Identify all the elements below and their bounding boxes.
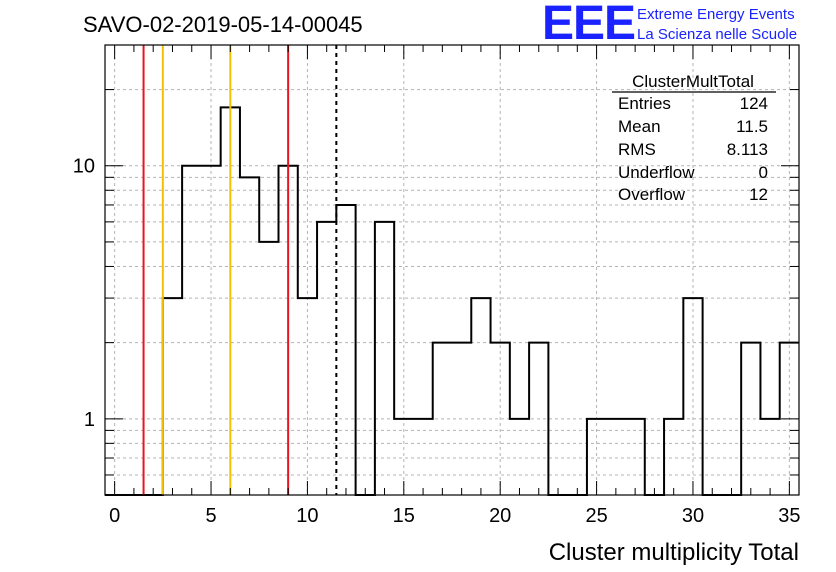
stats-label-underflow: Underflow [618, 163, 695, 182]
stats-label-mean: Mean [618, 117, 661, 136]
stats-box-title: ClusterMultTotal [632, 72, 754, 91]
x-tick-label: 15 [393, 505, 415, 527]
stats-row-entries: Entries 124 [618, 94, 768, 113]
stats-label-rms: RMS [618, 140, 656, 159]
stats-value-entries: 124 [740, 94, 768, 113]
eee-logo-line2: La Scienza nelle Scuole [637, 26, 797, 43]
stats-row-overflow: Overflow 12 [618, 185, 768, 204]
plot-frame [104, 44, 800, 496]
stats-row-mean: Mean 11.5 [618, 117, 768, 136]
x-tick-label: 0 [109, 505, 120, 527]
stats-label-entries: Entries [618, 94, 671, 113]
chart-title: SAVO-02-2019-05-14-00045 [83, 12, 363, 37]
x-tick-label: 10 [296, 505, 318, 527]
x-tick-label: 25 [585, 505, 607, 527]
x-axis-label: Cluster multiplicity Total [549, 539, 799, 566]
x-tick-label: 30 [682, 505, 704, 527]
stats-box: ClusterMultTotal Entries 124 Mean 11.5 R… [612, 72, 776, 204]
grid-lines [105, 45, 799, 495]
y-axis-ticks: 1 10 [73, 89, 799, 476]
stats-value-underflow: 0 [759, 163, 768, 182]
stats-label-overflow: Overflow [618, 185, 686, 204]
x-tick-label: 5 [205, 505, 216, 527]
x-tick-label: 35 [778, 505, 800, 527]
stats-value-overflow: 12 [749, 185, 768, 204]
histogram-step-line [105, 106, 799, 496]
stats-value-mean: 11.5 [736, 117, 768, 136]
marker-lines [142, 45, 338, 495]
histogram-series [105, 106, 799, 496]
x-tick-label: 20 [489, 505, 511, 527]
stats-row-underflow: Underflow 0 [618, 163, 768, 182]
y-tick-label: 1 [84, 409, 95, 431]
x-axis-ticks: 0 5 10 15 20 25 30 35 [109, 45, 800, 527]
stats-row-rms: RMS 8.113 [618, 140, 768, 159]
eee-logo-line1: Extreme Energy Events [637, 6, 795, 23]
eee-logo-text: EEE [542, 0, 635, 50]
stats-value-rms: 8.113 [727, 140, 768, 159]
eee-logo: EEE Extreme Energy Events La Scienza nel… [542, 0, 797, 50]
y-tick-label: 10 [73, 156, 95, 178]
